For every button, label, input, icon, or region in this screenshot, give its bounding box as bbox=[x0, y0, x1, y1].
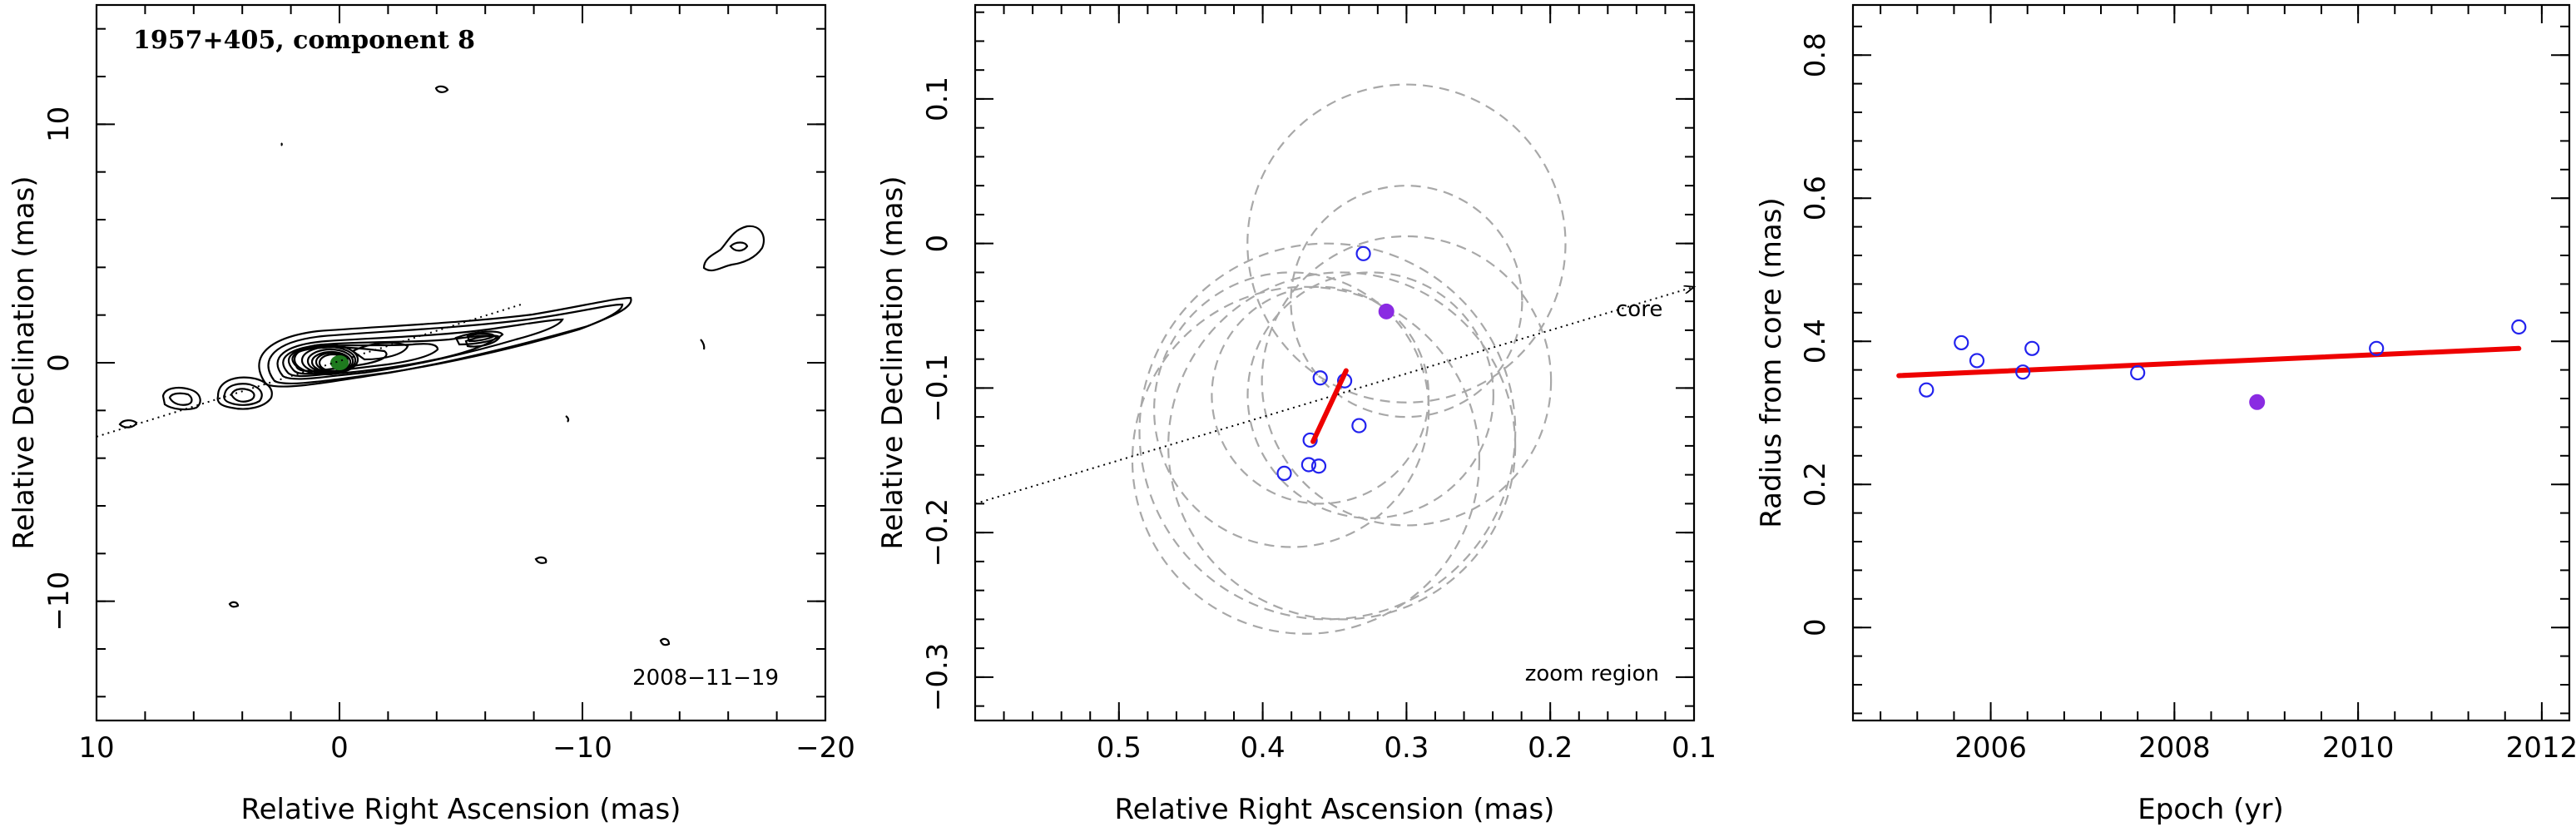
y-tick-label: 0.2 bbox=[1799, 462, 1832, 507]
open-point bbox=[1351, 418, 1367, 433]
contour bbox=[216, 376, 273, 410]
y-tick-label: −0.1 bbox=[921, 354, 954, 423]
fit-circle bbox=[1290, 185, 1523, 418]
x-tick-label: 0.1 bbox=[1672, 731, 1717, 765]
source-contours bbox=[118, 85, 765, 646]
x-tick-label: 2006 bbox=[1954, 731, 2027, 765]
filled-point bbox=[2249, 394, 2266, 410]
axes-ticks: 0.5 0.4 0.3 0.2 0.1 −0.3 −0.2 −0.1 0 0.1 bbox=[921, 5, 1717, 765]
x-tick-label: −10 bbox=[552, 731, 612, 765]
x-axis-label: Epoch (yr) bbox=[2138, 793, 2284, 826]
contour bbox=[228, 601, 240, 608]
contour bbox=[350, 341, 409, 361]
open-point bbox=[2024, 340, 2040, 356]
contour bbox=[161, 387, 201, 411]
y-tick-label: 0 bbox=[42, 354, 76, 372]
contour bbox=[434, 85, 449, 93]
x-tick-label: 0.5 bbox=[1097, 731, 1142, 765]
open-point bbox=[1300, 457, 1316, 473]
contour bbox=[702, 225, 765, 272]
axes-ticks: 10 0 −10 −20 −10 0 10 bbox=[42, 5, 855, 765]
axes-frame bbox=[95, 3, 827, 722]
contour bbox=[280, 142, 283, 146]
contour bbox=[454, 330, 504, 346]
x-axis-label: Relative Right Ascension (mas) bbox=[241, 793, 681, 826]
fit-circle bbox=[1167, 271, 1517, 621]
filled-point bbox=[1378, 303, 1395, 319]
x-tick-label: −20 bbox=[795, 731, 855, 765]
y-tick-label: 0 bbox=[921, 235, 954, 253]
core-direction-label: core bbox=[1616, 297, 1662, 322]
fit-circle bbox=[1153, 271, 1430, 548]
radius-fit-line bbox=[1896, 345, 2522, 379]
fit-circle bbox=[1246, 271, 1494, 519]
contour bbox=[230, 388, 255, 403]
radius-epoch-panel: 2006 2008 2010 2012 0 0.2 0.4 0.6 0.8 Epoch (yr)… bbox=[1755, 3, 2576, 826]
y-tick-label: 0.1 bbox=[921, 77, 954, 121]
contour bbox=[276, 318, 564, 380]
radius-points bbox=[1919, 319, 2527, 410]
y-axis-label: Radius from core (mas) bbox=[1755, 197, 1788, 527]
y-tick-label: 10 bbox=[42, 106, 76, 142]
x-tick-label: 10 bbox=[78, 731, 114, 765]
x-tick-label: 2010 bbox=[2322, 731, 2395, 765]
x-tick-label: 2008 bbox=[2138, 731, 2211, 765]
x-tick-label: 0.2 bbox=[1528, 731, 1573, 765]
position-fit-line bbox=[1310, 368, 1349, 444]
y-tick-label: −10 bbox=[42, 572, 76, 631]
panel-title: 1957+405, component 8 bbox=[133, 26, 475, 55]
axes-ticks: 2006 2008 2010 2012 0 0.2 0.4 0.6 0.8 bbox=[1799, 5, 2576, 765]
y-tick-label: −0.3 bbox=[921, 643, 954, 712]
contour bbox=[565, 415, 570, 423]
contour bbox=[464, 334, 501, 348]
contour bbox=[223, 383, 263, 406]
y-tick-label: −0.2 bbox=[921, 498, 954, 567]
contour bbox=[168, 392, 193, 406]
contour bbox=[700, 339, 706, 350]
axes-frame bbox=[973, 3, 1696, 722]
x-tick-label: 0.3 bbox=[1384, 731, 1429, 765]
contour bbox=[659, 637, 671, 646]
open-point bbox=[1355, 245, 1371, 261]
y-axis-label: Relative Declination (mas) bbox=[876, 176, 909, 549]
y-tick-label: 0.4 bbox=[1799, 319, 1832, 364]
position-points bbox=[1276, 245, 1395, 482]
fit-circle bbox=[1131, 285, 1481, 635]
zoom-region-label: zoom region bbox=[1525, 661, 1659, 686]
fit-circle bbox=[1261, 235, 1553, 527]
fit-circles bbox=[1131, 83, 1567, 635]
core-marker bbox=[330, 355, 349, 370]
y-tick-label: 0.8 bbox=[1799, 32, 1832, 77]
fit-circle bbox=[1246, 83, 1567, 404]
jet-axis-line bbox=[97, 303, 523, 438]
open-point bbox=[1312, 370, 1328, 386]
open-point bbox=[1954, 334, 1969, 351]
open-point bbox=[2511, 319, 2527, 335]
fit-circle bbox=[1138, 242, 1517, 621]
x-tick-label: 0.4 bbox=[1241, 731, 1286, 765]
x-tick-label: 0 bbox=[330, 731, 349, 765]
zoom-panel: core 0.5 0.4 0.3 0.2 0.1 −0.3 −0.2 −0.1 0 0.1 zoo… bbox=[876, 3, 1717, 826]
contour bbox=[118, 419, 138, 428]
contour bbox=[534, 556, 547, 564]
contour bbox=[729, 241, 749, 252]
open-point bbox=[1969, 353, 1985, 369]
open-point bbox=[1919, 382, 1934, 398]
y-tick-label: 0.6 bbox=[1799, 176, 1832, 220]
open-point bbox=[1276, 465, 1292, 482]
y-tick-label: 0 bbox=[1799, 618, 1832, 636]
fit-circle bbox=[1211, 285, 1430, 505]
date-annotation: 2008−11−19 bbox=[632, 666, 779, 691]
open-point bbox=[2130, 364, 2146, 381]
contour bbox=[267, 303, 624, 385]
open-point bbox=[2015, 364, 2031, 380]
y-axis-label: Relative Declination (mas) bbox=[7, 176, 41, 549]
contour-map-panel: 10 0 −10 −20 −10 0 10 1957+405, component 8 20… bbox=[7, 3, 855, 826]
x-tick-label: 2012 bbox=[2506, 731, 2576, 765]
x-axis-label: Relative Right Ascension (mas) bbox=[1115, 793, 1555, 826]
open-point bbox=[2369, 340, 2385, 356]
open-point bbox=[1302, 432, 1318, 448]
open-point bbox=[1310, 458, 1327, 474]
